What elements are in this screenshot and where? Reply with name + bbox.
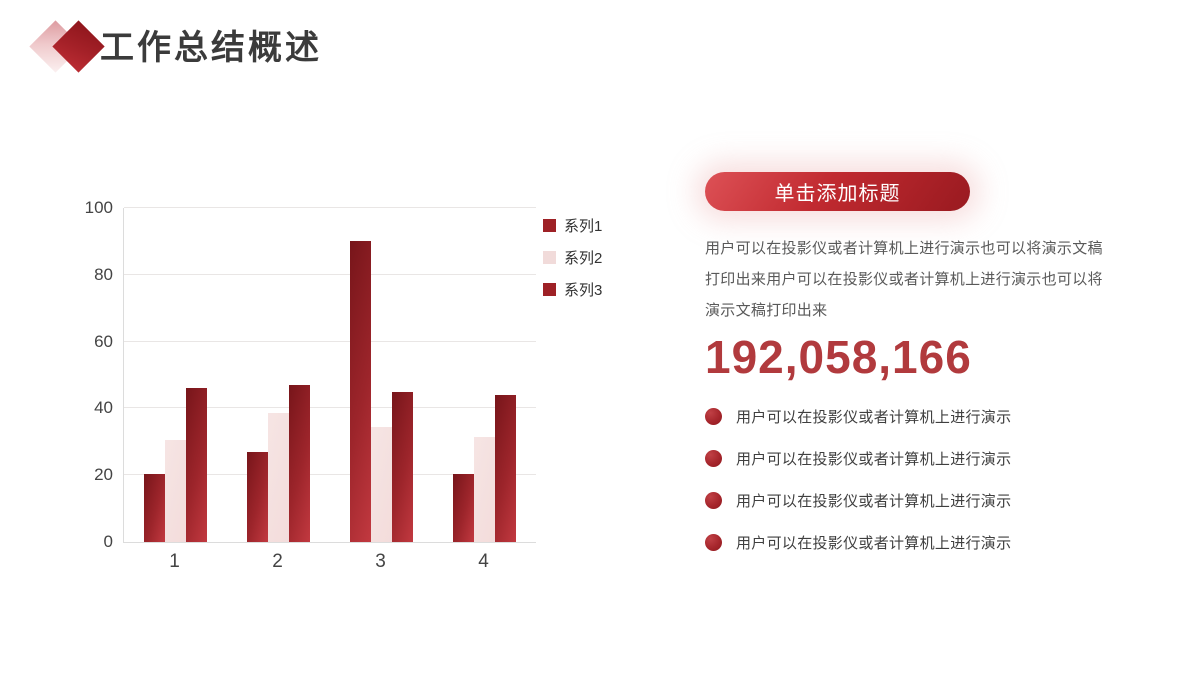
legend-swatch-icon [543, 250, 556, 264]
y-tick-label: 60 [94, 331, 113, 351]
bullet-list: 用户可以在投影仪或者计算机上进行演示 用户可以在投影仪或者计算机上进行演示 用户可以… [705, 404, 1105, 554]
bullet-dot-icon [705, 533, 722, 551]
x-tick-label: 1 [169, 551, 180, 572]
bullet-item: 用户可以在投影仪或者计算机上进行演示 [705, 530, 1105, 554]
bar-系列2-cat2 [268, 413, 289, 542]
bullet-item: 用户可以在投影仪或者计算机上进行演示 [705, 404, 1105, 428]
bar-系列1-cat4 [453, 473, 474, 542]
add-title-button[interactable]: 单击添加标题 [705, 172, 970, 211]
legend-swatch-icon [543, 282, 556, 296]
bullet-item: 用户可以在投影仪或者计算机上进行演示 [705, 488, 1105, 512]
legend-label: 系列1 [564, 217, 603, 235]
bullet-text: 用户可以在投影仪或者计算机上进行演示 [736, 492, 1012, 510]
gridline [124, 207, 536, 208]
bar-系列3-cat4 [495, 395, 516, 542]
x-axis: 1 2 3 4 [123, 551, 535, 577]
bar-系列2-cat1 [165, 440, 186, 542]
chart-legend: 系列1 系列2 系列3 [543, 217, 602, 313]
bar-group-1 [144, 388, 207, 542]
gridline [124, 340, 536, 342]
bar-group-4 [453, 395, 516, 542]
legend-item-系列2: 系列2 [543, 249, 603, 267]
x-tick-label: 3 [375, 551, 386, 572]
page-title: 工作总结概述 [100, 29, 322, 67]
plot-area [123, 207, 536, 543]
bullet-dot-icon [705, 407, 722, 425]
y-tick-label: 0 [103, 532, 113, 551]
bullet-text: 用户可以在投影仪或者计算机上进行演示 [736, 408, 1012, 426]
bullet-dot-icon [705, 449, 722, 467]
gridline [124, 273, 536, 275]
bullet-text: 用户可以在投影仪或者计算机上进行演示 [736, 534, 1012, 552]
bullet-item: 用户可以在投影仪或者计算机上进行演示 [705, 446, 1105, 470]
bar-系列1-cat2 [247, 451, 268, 542]
y-tick-label: 20 [94, 465, 113, 485]
legend-swatch-icon [543, 218, 556, 232]
bar-系列1-cat3 [350, 241, 371, 542]
bullet-dot-icon [705, 491, 722, 509]
right-panel: 单击添加标题 用户可以在投影仪或者计算机上进行演示也可以将演示文稿打印出来用户可… [705, 172, 1105, 572]
legend-item-系列3: 系列3 [543, 281, 603, 299]
legend-label: 系列3 [564, 281, 603, 299]
bar-group-3 [350, 241, 413, 542]
y-tick-label: 40 [94, 398, 113, 418]
description-text: 用户可以在投影仪或者计算机上进行演示也可以将演示文稿打印出来用户可以在投影仪或者… [705, 240, 1103, 319]
gridline [124, 407, 536, 409]
bar-group-2 [247, 385, 310, 542]
x-tick-label: 4 [478, 551, 489, 572]
y-axis: 0 20 40 60 80 100 [75, 195, 113, 555]
bar-系列1-cat1 [144, 473, 165, 542]
bar-系列3-cat3 [392, 391, 413, 542]
bar-系列3-cat1 [186, 388, 207, 542]
bar-系列2-cat3 [371, 426, 392, 542]
bullet-text: 用户可以在投影仪或者计算机上进行演示 [736, 450, 1012, 468]
bar-系列3-cat2 [289, 385, 310, 542]
y-tick-label: 80 [94, 264, 113, 284]
gridline [124, 474, 536, 476]
bar-系列2-cat4 [474, 436, 495, 542]
big-number: 192,058,166 [705, 331, 972, 383]
bar-chart: 0 20 40 60 80 100 1 2 3 4 系列1 系列2 系列3 [75, 195, 655, 595]
y-tick-label: 100 [84, 198, 113, 217]
legend-item-系列1: 系列1 [543, 217, 603, 235]
legend-label: 系列2 [564, 249, 603, 267]
x-tick-label: 2 [272, 551, 283, 572]
